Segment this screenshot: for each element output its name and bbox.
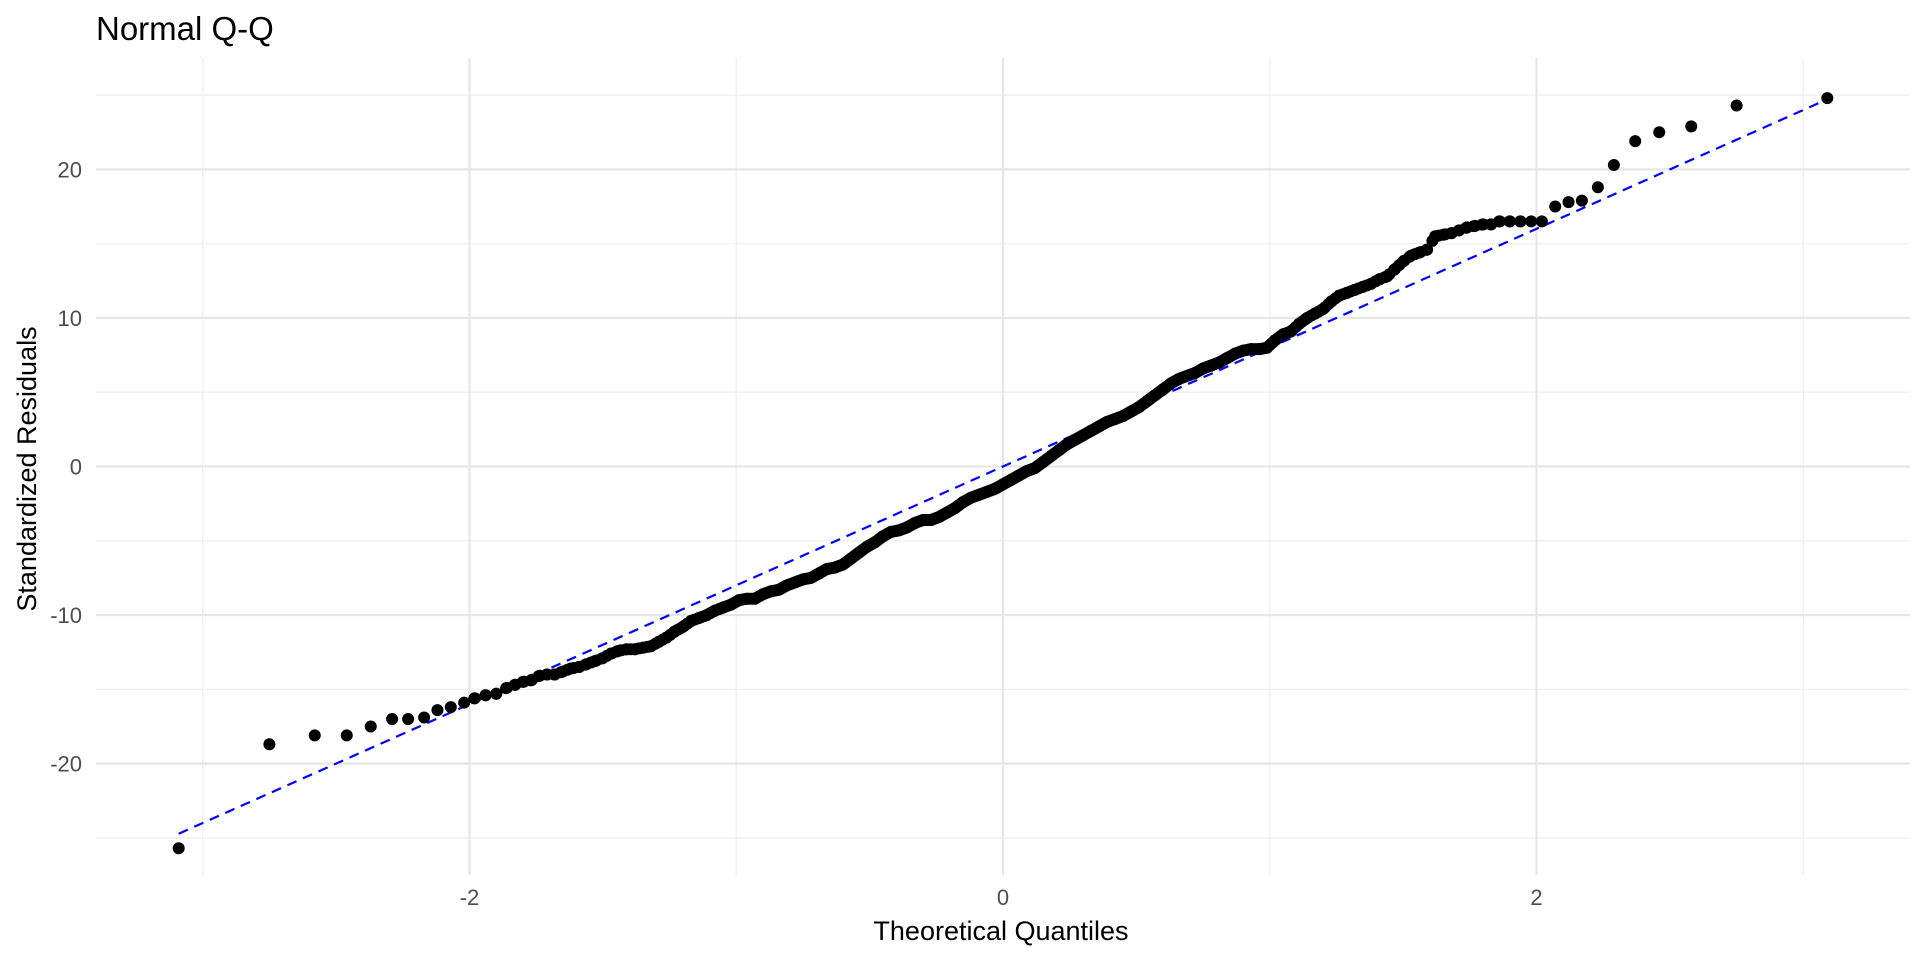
data-point (479, 689, 492, 702)
data-point (468, 692, 481, 705)
data-point (1484, 218, 1497, 231)
data-point (1503, 215, 1516, 228)
points-layer (172, 92, 1834, 855)
data-point (1653, 126, 1666, 139)
data-point (1607, 158, 1620, 171)
x-tick-label: 2 (1530, 885, 1542, 910)
data-point (340, 729, 353, 742)
data-point (444, 701, 457, 714)
data-point (1549, 200, 1562, 213)
y-tick-label: 20 (58, 157, 82, 182)
y-tick-label: -10 (50, 603, 82, 628)
data-point (1629, 135, 1642, 148)
data-point (1685, 120, 1698, 133)
x-axis-title: Theoretical Quantiles (873, 916, 1128, 946)
y-axis-title: Standardized Residuals (12, 326, 42, 611)
data-point (1476, 218, 1489, 231)
y-tick-label: 10 (58, 306, 82, 331)
x-tick-label: 0 (997, 885, 1009, 910)
data-point (308, 729, 321, 742)
data-point (418, 711, 431, 724)
data-point (402, 713, 415, 726)
data-point (1562, 196, 1575, 209)
reference-line-layer (178, 98, 1828, 835)
data-point (386, 713, 399, 726)
data-point (490, 687, 503, 700)
data-point (500, 682, 513, 695)
qq-reference-line (178, 98, 1828, 835)
data-point (364, 720, 377, 733)
data-point (1525, 215, 1538, 228)
data-point (263, 738, 276, 751)
data-point (1821, 92, 1834, 105)
data-point (1420, 243, 1433, 256)
data-point (431, 704, 444, 717)
data-point (1591, 181, 1604, 194)
y-tick-label: 0 (70, 455, 82, 480)
data-point (1514, 215, 1527, 228)
y-tick-label: -20 (50, 752, 82, 777)
chart-title: Normal Q-Q (96, 10, 274, 47)
data-point (458, 696, 471, 709)
x-tick-label: -2 (460, 885, 480, 910)
data-point (1535, 215, 1548, 228)
data-point (172, 842, 185, 855)
data-point (1575, 194, 1588, 207)
data-point (1493, 215, 1506, 228)
data-point (1730, 99, 1743, 112)
